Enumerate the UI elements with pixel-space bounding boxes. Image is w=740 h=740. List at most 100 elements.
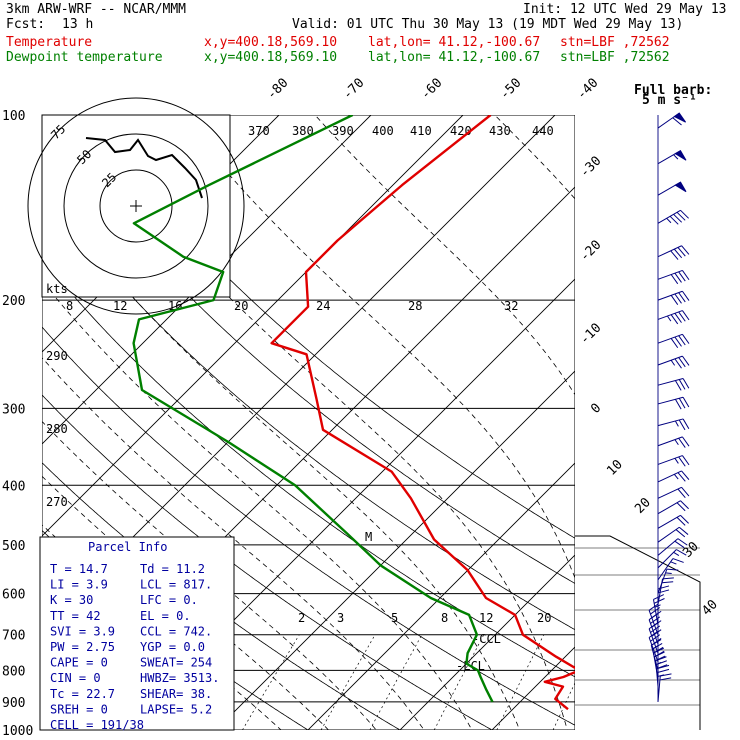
parcel-stat-right: LFC = 0. xyxy=(140,593,198,607)
location-xy-dewpoint: x,y=400.18,569.10 xyxy=(204,50,338,65)
legend-temperature: Temperature xyxy=(6,35,93,50)
temperature-profile xyxy=(270,115,575,711)
parcel-stat-left: K = 30 xyxy=(50,593,93,607)
hodograph-ring xyxy=(27,97,245,315)
barb-full xyxy=(678,397,686,409)
wind-barb xyxy=(657,577,674,605)
parcel-stat-right: SHEAR= 38. xyxy=(140,687,212,701)
barb-full xyxy=(657,668,670,673)
parcel-level-label: M xyxy=(365,530,372,544)
barb-full xyxy=(660,673,672,677)
isotherm-label: 40 xyxy=(699,597,721,619)
pressure-tick-label: 400 xyxy=(2,479,25,494)
wind-barb xyxy=(657,181,687,196)
wind-barb xyxy=(657,538,688,556)
profile-lines xyxy=(132,115,575,711)
barb-full xyxy=(681,245,690,255)
wind-barb xyxy=(657,355,690,369)
barb-half xyxy=(674,420,679,427)
wind-barb xyxy=(657,112,687,129)
moist-adiabat xyxy=(77,115,568,730)
barb-full xyxy=(682,310,690,321)
parcel-info-frame xyxy=(39,536,235,731)
barb-full xyxy=(669,215,679,225)
isotherm-label: 20 xyxy=(632,495,654,517)
barb-full xyxy=(653,651,665,658)
wind-barb xyxy=(657,514,689,529)
barb-full xyxy=(662,577,674,580)
parcel-info-title: Parcel Info xyxy=(88,540,167,554)
isotherm-line xyxy=(0,115,3,740)
model-title: 3km ARW-WRF -- NCAR/MMM xyxy=(6,2,187,17)
parcel-stat-right: CCL = 742. xyxy=(140,624,212,638)
location-xy-temperature: x,y=400.18,569.10 xyxy=(204,35,338,50)
barb-full xyxy=(678,437,686,448)
barb-staff xyxy=(657,486,682,499)
barb-full xyxy=(682,436,690,447)
mixing-ratio-label: 20 xyxy=(537,611,551,625)
wind-barb xyxy=(657,673,672,702)
barb-full xyxy=(674,540,685,549)
pressure-tick-label: 600 xyxy=(2,588,25,603)
barb-half xyxy=(665,572,672,575)
mixing-ratio-line xyxy=(433,634,485,730)
barb-staff xyxy=(657,455,683,465)
barb-full xyxy=(648,612,659,621)
barb-full xyxy=(680,500,689,510)
theta-e-label: 410 xyxy=(410,124,432,138)
location-latlon-dewpoint: lat,lon= 41.12,-100.67 xyxy=(368,50,541,65)
barb-full xyxy=(678,335,686,346)
isotherm-label: -30 xyxy=(577,154,604,181)
barb-full xyxy=(682,290,690,301)
theta-e-label: 400 xyxy=(372,124,394,138)
barb-staff xyxy=(657,245,682,258)
wind-barb xyxy=(657,150,687,165)
parcel-stat-left: SREH = 0 xyxy=(50,702,108,716)
barb-full xyxy=(659,677,672,681)
barb-full xyxy=(670,295,679,305)
barb-full xyxy=(674,313,682,323)
parcel-stat-left: TT = 42 xyxy=(50,609,101,623)
barb-full xyxy=(677,247,686,257)
theta-e-label: 390 xyxy=(332,124,354,138)
barb-full xyxy=(680,514,689,524)
speed-scale-label: 24 xyxy=(316,299,330,313)
barb-staff xyxy=(648,628,659,654)
isotherm-line xyxy=(663,115,740,740)
barb-flag xyxy=(673,112,687,123)
barb-half xyxy=(654,604,661,608)
barb-half xyxy=(673,551,680,556)
barb-full xyxy=(657,589,670,594)
parcel-level-label: -CCL xyxy=(472,632,501,646)
barb-full xyxy=(674,380,682,391)
wind-barb xyxy=(657,486,690,499)
barb-full xyxy=(666,568,679,571)
barb-full xyxy=(675,529,686,538)
isotherm-line xyxy=(42,115,464,537)
barb-full xyxy=(682,355,690,366)
barb-full xyxy=(680,209,689,219)
forecast-label: Fcst: xyxy=(6,17,46,32)
barb-full xyxy=(681,486,690,497)
barb-full xyxy=(673,213,683,223)
theta-e-label: 420 xyxy=(450,124,472,138)
barb-staff xyxy=(657,269,683,280)
theta-e-label: 380 xyxy=(292,124,314,138)
isotherm-line xyxy=(42,115,372,445)
parcel-stat-right: EL = 0. xyxy=(140,609,191,623)
wind-barb xyxy=(657,470,690,483)
barb-flag xyxy=(674,150,687,161)
barb-staff xyxy=(648,610,659,635)
parcel-stat-right: YGP = 0.0 xyxy=(140,640,205,654)
hodograph-ring xyxy=(99,169,173,243)
isotherm-label: 0 xyxy=(588,401,604,417)
barb-staff xyxy=(657,377,684,386)
isotherm-label: -60 xyxy=(418,76,445,103)
barb-full xyxy=(678,419,686,431)
barb-full xyxy=(678,357,686,368)
barb-staff xyxy=(657,209,681,224)
speed-scale-label: 28 xyxy=(408,299,422,313)
parcel-stat-right: HWBZ= 3513. xyxy=(140,671,219,685)
barb-staff xyxy=(657,396,684,405)
